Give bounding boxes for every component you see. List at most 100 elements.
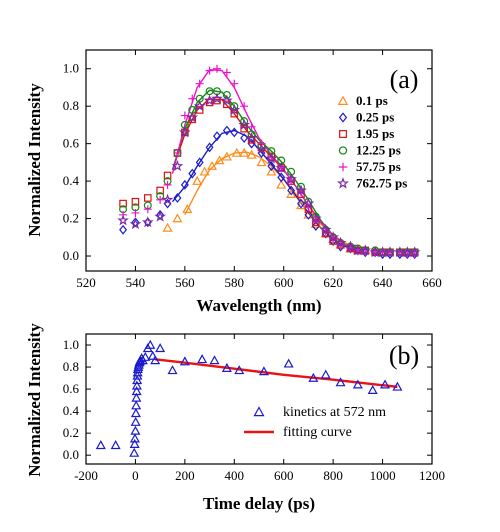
data-point xyxy=(130,408,141,418)
data-point xyxy=(180,179,189,190)
data-point xyxy=(213,96,221,105)
y-tick-label: 0.8 xyxy=(63,359,79,374)
x-tick-label: 200 xyxy=(175,468,195,483)
legend-marker xyxy=(338,162,348,172)
data-point xyxy=(163,171,172,180)
data-point xyxy=(117,214,129,226)
data-point xyxy=(161,193,174,205)
x-tick-label: 800 xyxy=(323,468,343,483)
data-point xyxy=(130,416,141,426)
data-point xyxy=(192,175,203,185)
data-point xyxy=(276,179,287,189)
legend-label: 12.25 ps xyxy=(356,143,401,158)
x-tick-label: 0 xyxy=(132,468,139,483)
data-point xyxy=(129,438,140,448)
data-point xyxy=(228,103,241,115)
data-point xyxy=(140,351,151,361)
data-point xyxy=(275,161,288,173)
legend-label: 0.25 ps xyxy=(356,110,394,125)
data-point xyxy=(193,100,206,112)
data-point xyxy=(172,213,183,223)
panel-a: 520 540 560 580 600 620 640 660 0.0 0.2 0.4 0.6 0.8 1… xyxy=(25,49,442,315)
x-tick-label: 600 xyxy=(274,275,294,290)
data-point xyxy=(222,90,231,99)
fit-curves-b xyxy=(155,358,398,389)
data-point xyxy=(162,222,173,232)
series-line-1 xyxy=(155,358,398,389)
data-point xyxy=(155,343,166,353)
data-point xyxy=(311,221,320,232)
data-point xyxy=(207,160,218,170)
legend-label: 0.1 ps xyxy=(356,93,388,108)
data-point xyxy=(319,223,332,235)
series-line-2 xyxy=(171,97,359,250)
data-point xyxy=(119,199,127,208)
data-point xyxy=(352,379,363,389)
y-tick-label: 0.8 xyxy=(63,98,79,113)
data-point xyxy=(147,350,158,360)
data-point xyxy=(214,155,225,165)
data-point xyxy=(266,166,277,176)
x-tick-label: 640 xyxy=(373,275,393,290)
data-point xyxy=(173,149,182,158)
x-tick-label: 400 xyxy=(225,468,245,483)
data-points-a xyxy=(117,64,421,260)
data-point xyxy=(131,400,142,410)
data-point xyxy=(238,118,251,130)
data-point xyxy=(129,447,140,457)
data-point xyxy=(231,147,242,157)
y-tick-label: 1.0 xyxy=(63,61,79,76)
data-point xyxy=(156,195,165,204)
data-point xyxy=(359,244,372,256)
x-tick-label: 600 xyxy=(274,468,294,483)
data-point xyxy=(129,218,142,230)
legend-marker xyxy=(253,406,265,417)
data-point xyxy=(211,92,223,104)
axes-a: 520 540 560 580 600 620 640 660 0.0 0.2 0.4 0.6 0.8 1… xyxy=(63,50,442,290)
data-point xyxy=(222,68,231,77)
data-point xyxy=(195,79,204,88)
x-tick-label: 660 xyxy=(422,275,442,290)
panel-label-a: (a) xyxy=(390,65,419,94)
data-point xyxy=(221,151,232,161)
data-point xyxy=(143,194,152,202)
y-tick-label: 0.6 xyxy=(63,136,80,151)
data-point xyxy=(256,157,267,167)
x-tick-label: 520 xyxy=(76,275,96,290)
data-point xyxy=(131,197,140,206)
panel-label-b: (b) xyxy=(389,341,419,370)
y-tick-label: 0.2 xyxy=(63,425,79,440)
plot-frame-b xyxy=(85,333,433,465)
legend-label: kinetics at 572 nm xyxy=(283,405,386,420)
data-point xyxy=(384,246,396,258)
data-point xyxy=(186,111,199,123)
data-point xyxy=(145,339,156,349)
data-point xyxy=(188,94,197,103)
data-point xyxy=(141,216,154,228)
y-axis-label-b: Normalized Intensity xyxy=(25,323,44,477)
data-point xyxy=(132,375,143,385)
data-point xyxy=(230,79,239,88)
data-point xyxy=(334,236,347,248)
data-point xyxy=(247,122,256,131)
data-point xyxy=(297,198,305,209)
data-point xyxy=(213,131,221,142)
data-point xyxy=(197,354,208,364)
data-points-b xyxy=(95,339,403,457)
x-axis-label-a: Wavelength (nm) xyxy=(196,296,321,315)
data-point xyxy=(247,130,256,139)
x-tick-label: 1000 xyxy=(370,468,396,483)
data-point xyxy=(240,117,249,126)
data-point xyxy=(267,161,276,172)
x-tick-label: 560 xyxy=(175,275,195,290)
data-point xyxy=(205,66,214,75)
axes-b: -200 0 200 400 600 800 1000 1200 0.0 0.2 0.4 0.6 0.8… xyxy=(63,334,445,483)
data-point xyxy=(240,133,249,143)
data-point xyxy=(245,131,258,144)
data-point xyxy=(132,364,143,374)
y-tick-label: 0.0 xyxy=(63,248,79,263)
y-tick-label: 1.0 xyxy=(63,337,79,352)
x-tick-label: 540 xyxy=(126,275,146,290)
data-point xyxy=(327,231,340,243)
data-point xyxy=(156,186,164,195)
